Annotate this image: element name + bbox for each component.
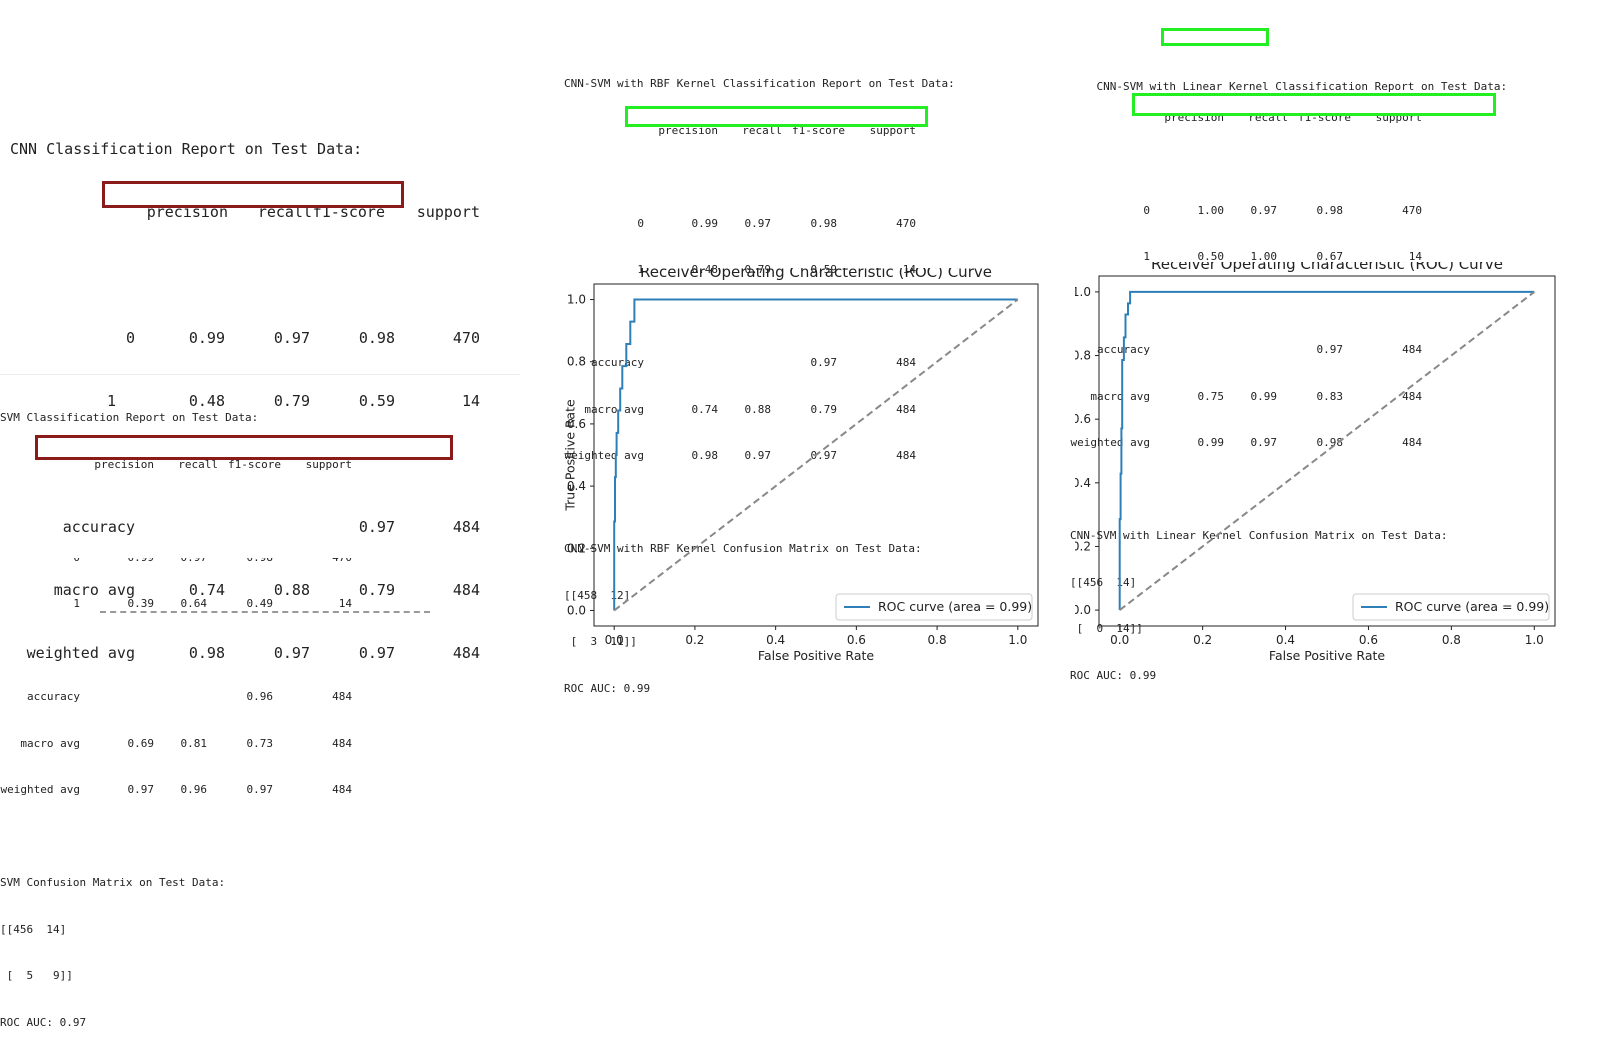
roc-chart-linear: Receiver Operating Characteristic (ROC) … <box>1075 262 1556 663</box>
rbf-cm-title: CNN-SVM with RBF Kernel Confusion Matrix… <box>564 542 922 555</box>
rbf-cm-line: [[458 12] <box>564 588 631 602</box>
linear-auc: ROC AUC: 0.99 <box>1070 668 1157 682</box>
x-tick-label: 1.0 <box>1008 633 1027 647</box>
plot-frame <box>593 283 1039 627</box>
svm-cm-line: [[456 14] <box>0 922 67 936</box>
chart-title: Receiver Operating Characteristic (ROC) … <box>1151 262 1503 273</box>
y-tick-label: 0.0 <box>1075 603 1091 617</box>
legend-box <box>1352 593 1550 621</box>
linear-cm-line: [ 0 14]] <box>1070 622 1143 635</box>
rbf-auc: ROC AUC: 0.99 <box>564 681 651 695</box>
x-tick-label: 1.0 <box>1525 633 1544 647</box>
table-row: accuracy 0.96 484 <box>27 690 352 703</box>
y-tick-label: 0.8 <box>567 355 586 369</box>
section-divider <box>0 374 520 375</box>
y-tick-label: 0.8 <box>1075 349 1091 363</box>
x-tick-label: 0.2 <box>685 633 704 647</box>
svm-class1-highlight-box <box>35 435 453 460</box>
y-tick-label: 0.2 <box>567 541 586 555</box>
y-tick-label: 0.4 <box>1075 476 1091 490</box>
table-row: 1 0.50 1.00 0.67 14 <box>1143 250 1422 263</box>
x-tick-label: 0.8 <box>928 633 947 647</box>
chart-title: Receiver Operating Characteristic (ROC) … <box>640 268 992 281</box>
table-row: macro avg 0.74 0.88 0.79 484 <box>584 402 916 416</box>
table-row: weighted avg 0.98 0.97 0.97 484 <box>564 449 916 462</box>
x-axis-label: False Positive Rate <box>758 648 874 663</box>
linear-cm-line: [[456 14] <box>1070 575 1137 589</box>
svm-cm-line: [ 5 9]] <box>0 969 73 982</box>
roc-curve-line <box>1118 290 1535 611</box>
table-row: 0 0.99 0.97 0.98 470 <box>73 550 352 564</box>
legend-label: ROC curve (area = 0.99) <box>878 599 1032 614</box>
table-row: accuracy 0.97 484 <box>591 356 916 369</box>
x-tick-label: 0.6 <box>847 633 866 647</box>
x-tick-label: 0.6 <box>1359 633 1378 647</box>
table-row: 1 0.48 0.79 0.59 14 <box>107 392 480 410</box>
linear-class1-highlight-box <box>1132 93 1496 116</box>
header-support: support <box>416 203 480 221</box>
y-tick-label: 1.0 <box>567 293 586 307</box>
y-tick-label: 0.6 <box>1075 412 1091 426</box>
y-tick-label: 1.0 <box>1075 285 1091 299</box>
x-tick-label: 0.0 <box>605 633 624 647</box>
rbf-cm-line: [ 3 11]] <box>564 635 637 648</box>
y-axis-label: True Positive Rate <box>563 399 578 512</box>
table-row: accuracy 0.97 484 <box>62 518 480 536</box>
chance-diagonal-line <box>613 298 1019 612</box>
x-tick-label: 0.4 <box>1276 633 1295 647</box>
cnn-class1-highlight-box <box>102 181 404 208</box>
svm-report-title: SVM Classification Report on Test Data: <box>0 411 259 424</box>
svm-cm-title: SVM Confusion Matrix on Test Data: <box>0 876 226 889</box>
x-tick-label: 0.0 <box>1110 633 1129 647</box>
linear-kernel-title-highlight-box <box>1161 28 1269 46</box>
x-axis-label: False Positive Rate <box>1269 648 1385 663</box>
y-tick-label: 0.6 <box>567 417 586 431</box>
table-row: macro avg 0.69 0.81 0.73 484 <box>20 736 352 750</box>
svm-auc: ROC AUC: 0.97 <box>0 1015 87 1029</box>
y-tick-label: 0.0 <box>567 603 586 617</box>
x-tick-label: 0.2 <box>1193 633 1212 647</box>
linear-report-title: CNN-SVM with Linear Kernel Classificatio… <box>1096 79 1508 93</box>
y-tick-label: 0.4 <box>567 479 586 493</box>
y-tick-label: 0.2 <box>1075 539 1091 553</box>
table-row: 0 0.99 0.97 0.98 470 <box>637 216 916 230</box>
table-row: weighted avg 0.99 0.97 0.98 484 <box>1070 436 1422 449</box>
x-tick-label: 0.4 <box>766 633 785 647</box>
table-row: 0 1.00 0.97 0.98 470 <box>1143 203 1422 217</box>
roc-curve-line <box>613 298 1018 611</box>
table-row: macro avg 0.74 0.88 0.79 484 <box>53 581 480 599</box>
table-row: 1 0.48 0.79 0.59 14 <box>637 263 916 276</box>
table-row: weighted avg 0.98 0.97 0.97 484 <box>26 644 480 662</box>
legend-label: ROC curve (area = 0.99) <box>1395 599 1549 614</box>
linear-classification-report: CNN-SVM with Linear Kernel Classificatio… <box>1070 32 1508 699</box>
plot-frame <box>1098 275 1556 627</box>
rbf-class1-highlight-box <box>625 106 928 127</box>
svm-classification-report: SVM Classification Report on Test Data: … <box>0 379 352 1046</box>
roc-chart-rbf: Receiver Operating Characteristic (ROC) … <box>563 268 1039 663</box>
table-row: 1 0.39 0.64 0.49 14 <box>73 597 352 610</box>
table-row: 0 0.99 0.97 0.98 470 <box>125 329 480 347</box>
chance-diagonal-line <box>1119 291 1535 611</box>
cnn-report-title: CNN Classification Report on Test Data: <box>10 140 363 158</box>
rbf-report-title: CNN-SVM with RBF Kernel Classification R… <box>564 77 955 90</box>
x-tick-label: 0.8 <box>1442 633 1461 647</box>
linear-kernel-highlight-text: Linear Kernel <box>1182 79 1269 93</box>
legend-box <box>835 593 1033 621</box>
svm-report-header: precision recall f1-score support <box>94 457 352 471</box>
cropped-text-fragment <box>100 611 430 615</box>
table-row: weighted avg 0.97 0.96 0.97 484 <box>0 783 352 796</box>
